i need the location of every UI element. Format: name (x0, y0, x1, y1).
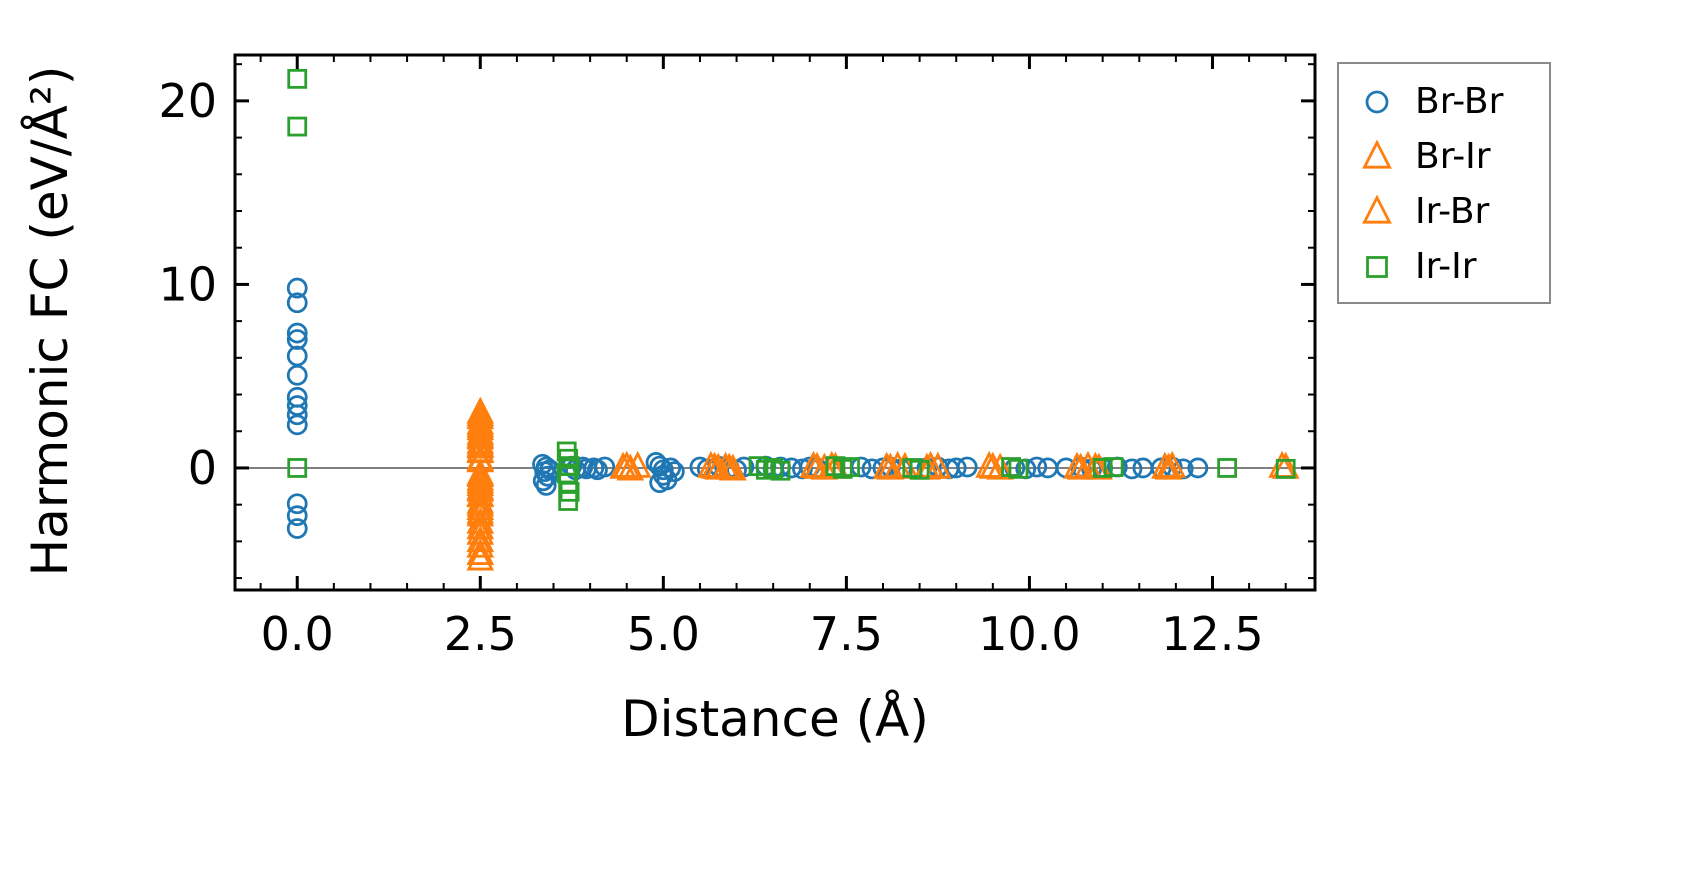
y-axis-label: Harmonic FC (eV/Å²) (21, 65, 79, 577)
triangle-marker (876, 452, 905, 480)
square-marker (1217, 458, 1238, 478)
triangle-marker (1158, 450, 1187, 478)
triangle-marker (466, 537, 495, 565)
triangle-marker (612, 450, 641, 478)
circle-marker (286, 518, 308, 539)
square-marker (1008, 458, 1029, 479)
legend-label: Br-Ir (1415, 136, 1491, 177)
circle-marker (663, 461, 685, 483)
triangle-marker (466, 459, 495, 487)
circle-marker (649, 472, 671, 494)
circle-marker (1365, 90, 1389, 113)
circle-marker (535, 474, 557, 496)
square-marker (287, 458, 308, 478)
legend-item-ir-ir: Ir-Ir (1353, 239, 1549, 294)
legend-triangle-icon (1362, 194, 1392, 224)
circle-marker (286, 322, 308, 344)
square-marker (558, 491, 579, 511)
circle-marker (286, 505, 308, 527)
triangle-marker (1362, 139, 1392, 169)
triangle-marker (1154, 452, 1183, 480)
triangle-marker (466, 512, 495, 540)
square-marker (1275, 458, 1296, 479)
square-marker (287, 116, 308, 137)
circle-marker (1187, 457, 1209, 479)
x-tick-label: 12.5 (1161, 607, 1263, 661)
legend-label: Ir-Ir (1415, 246, 1477, 287)
triangle-marker (978, 451, 1007, 479)
circle-marker (956, 456, 978, 478)
y-tick-label: 0 (188, 441, 217, 495)
triangle-marker (700, 451, 729, 479)
triangle-marker (916, 450, 945, 478)
triangle-marker (466, 496, 495, 524)
legend-item-br-ir: Br-Ir (1353, 129, 1549, 184)
x-tick-label: 5.0 (627, 607, 700, 661)
square-marker (770, 460, 791, 481)
x-tick-label: 7.5 (810, 607, 883, 661)
legend-item-ir-br: Ir-Br (1353, 184, 1549, 239)
circle-marker (660, 457, 682, 479)
circle-marker (945, 457, 967, 479)
x-tick-label: 2.5 (444, 607, 517, 661)
x-tick-label: 10.0 (978, 607, 1080, 661)
legend-triangle-icon (1362, 139, 1392, 169)
series-ir-br (466, 399, 1296, 565)
triangle-marker (466, 530, 495, 558)
legend-square-icon (1366, 255, 1388, 278)
y-tick-label: 20 (158, 74, 217, 128)
x-tick-label: 0.0 (261, 607, 334, 661)
square-marker (1103, 457, 1124, 477)
circle-marker (594, 456, 616, 478)
triangle-marker (466, 479, 495, 507)
legend-label: Br-Br (1415, 81, 1504, 122)
circle-marker (286, 364, 308, 386)
square-marker (1366, 255, 1388, 278)
legend-circle-icon (1365, 90, 1389, 113)
triangle-marker (715, 452, 744, 480)
circle-marker (286, 414, 308, 436)
square-marker (840, 457, 860, 477)
triangle-marker (616, 453, 645, 481)
square-marker (909, 459, 930, 480)
triangle-marker (466, 429, 495, 457)
square-marker (1092, 458, 1113, 478)
circle-marker (286, 493, 308, 515)
triangle-marker (1066, 452, 1095, 480)
circle-marker (286, 277, 308, 299)
circle-marker (286, 404, 308, 426)
legend-item-br-br: Br-Br (1353, 74, 1549, 129)
series-br-ir (466, 396, 1300, 571)
plot-border (233, 53, 1317, 592)
x-axis-label: Distance (Å) (621, 690, 929, 748)
square-marker (287, 68, 308, 89)
triangle-marker (803, 451, 831, 479)
y-tick-label: 10 (158, 257, 217, 311)
triangle-marker (466, 543, 495, 571)
series-br-br (286, 277, 1209, 539)
legend: Br-Br Br-Ir Ir-Br Ir-Ir (1337, 62, 1551, 304)
circle-marker (286, 292, 308, 314)
circle-marker (286, 329, 308, 350)
triangle-marker (1362, 194, 1392, 224)
triangle-marker (466, 525, 495, 553)
legend-label: Ir-Br (1415, 191, 1490, 232)
series-ir-ir (287, 68, 1296, 511)
